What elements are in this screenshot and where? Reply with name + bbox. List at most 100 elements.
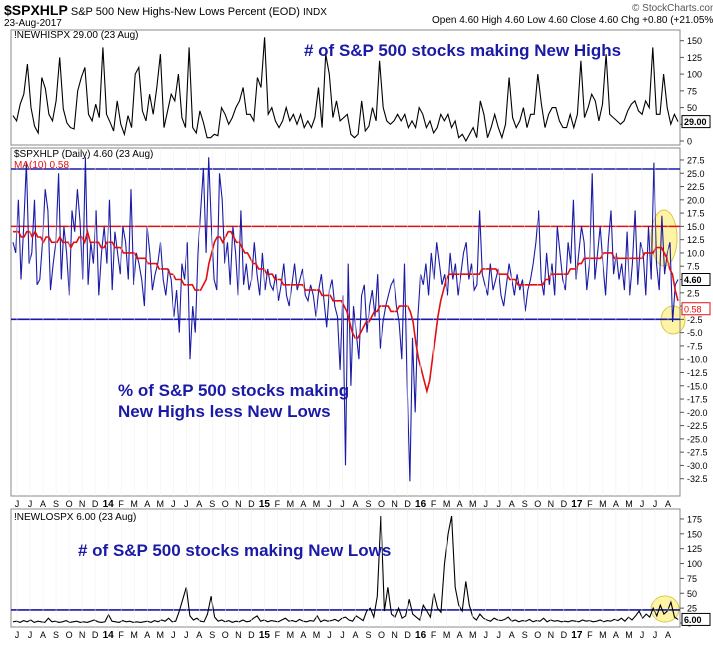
exchange-label: INDX: [303, 7, 327, 18]
x-tick-label: A: [457, 499, 463, 509]
x-tick-label: A: [665, 499, 671, 509]
y-tick-label: -12.5: [687, 368, 708, 378]
x-tick-label: M: [130, 630, 138, 640]
x-tick-label: M: [313, 499, 321, 509]
x-tick-label: F: [431, 630, 437, 640]
x-tick-label: M: [287, 630, 295, 640]
x-tick-label: O: [222, 630, 229, 640]
x-tick-label: D: [248, 499, 255, 509]
new-highs-annotation: # of S&P 500 stocks making New Highs: [304, 41, 622, 60]
y-tick-label: 20.0: [687, 195, 705, 205]
x-tick-label: J: [653, 630, 658, 640]
x-tick-label: D: [404, 630, 411, 640]
panel-frame-bottom: [10, 508, 681, 628]
y-tick-label: 125: [687, 53, 702, 63]
x-tick-label: J: [340, 630, 345, 640]
x-tick-label: F: [118, 630, 124, 640]
x-tick-label: J: [184, 630, 189, 640]
x-tick-label: A: [40, 630, 46, 640]
y-tick-label: 150: [687, 36, 702, 46]
x-tick-label: J: [640, 630, 645, 640]
x-tick-label: 16: [415, 499, 427, 510]
y-tick-label: 0: [687, 137, 692, 147]
x-tick-label: M: [156, 630, 164, 640]
y-tick-label: -27.5: [687, 448, 708, 458]
ma-value-box: [681, 302, 711, 316]
y-tick-label: -20.0: [687, 408, 708, 418]
last-value-box: [681, 612, 711, 626]
y-tick-label: 50: [687, 103, 697, 113]
x-tick-label: A: [509, 630, 515, 640]
x-tick-label: J: [340, 499, 345, 509]
x-tick-label: O: [66, 499, 73, 509]
panel-middle: 27.525.022.520.017.515.012.510.07.55.02.…: [10, 147, 711, 510]
x-tick-label: A: [144, 499, 150, 509]
y-tick-label: -17.5: [687, 395, 708, 405]
y-tick-label: 15.0: [687, 222, 705, 232]
x-tick-label: J: [327, 630, 332, 640]
y-tick-label: -5.0: [687, 328, 703, 338]
x-tick-label: 15: [259, 630, 271, 641]
top-panel-label: !NEWHISPX 29.00 (23 Aug): [14, 30, 139, 41]
y-tick-label: 25.0: [687, 169, 705, 179]
x-tick-label: A: [300, 499, 306, 509]
x-tick-label: A: [613, 630, 619, 640]
x-tick-label: F: [587, 630, 593, 640]
x-tick-label: M: [599, 630, 607, 640]
x-tick-label: D: [561, 499, 568, 509]
y-tick-label: 17.5: [687, 209, 705, 219]
x-tick-label: J: [653, 499, 658, 509]
x-tick-label: N: [391, 630, 398, 640]
x-tick-label: J: [640, 499, 645, 509]
x-tick-label: A: [665, 630, 671, 640]
quote-label: Open 4.60 High 4.60 Low 4.60 Close 4.60 …: [432, 15, 713, 26]
x-tick-label: 17: [571, 499, 583, 510]
y-tick-label: -10.0: [687, 355, 708, 365]
y-tick-label: 2.5: [687, 288, 700, 298]
series-line-bottom: [12, 515, 679, 624]
chart-panels: 0 25 50 75 100 125 150 29.00 27.5 25.0 22.5 20.0 17.…: [10, 29, 711, 641]
x-tick-label: S: [366, 499, 372, 509]
x-tick-label: M: [313, 630, 321, 640]
last-value-box: [681, 115, 711, 129]
y-tick-label: 25: [687, 604, 697, 614]
x-tick-label: S: [366, 630, 372, 640]
x-tick-label: F: [431, 499, 437, 509]
x-tick-label: M: [469, 499, 477, 509]
x-tick-label: N: [548, 630, 555, 640]
y-tick-label: 75: [687, 574, 697, 584]
y-tick-label: -32.5: [687, 474, 708, 484]
x-tick-label: J: [496, 630, 501, 640]
y-tick-label: 10.0: [687, 248, 705, 258]
y-tick-label: 12.5: [687, 235, 705, 245]
y-tick-label: 22.5: [687, 182, 705, 192]
x-tick-label: O: [222, 499, 229, 509]
x-tick-label: N: [391, 499, 398, 509]
last-value-box: [681, 273, 711, 286]
highlight-circle: [650, 595, 680, 623]
x-tick-label: S: [522, 630, 528, 640]
x-tick-label: N: [79, 499, 86, 509]
x-tick-label: J: [483, 499, 488, 509]
x-tick-label: A: [457, 630, 463, 640]
x-tick-label: S: [522, 499, 528, 509]
chart-header: $SPXHLP S&P 500 New Highs-New Lows Perce…: [4, 2, 327, 18]
x-tick-label: N: [235, 499, 242, 509]
series-line-top: [12, 37, 679, 143]
panel-bottom: 02550751001251501756.00JJASOND14FMAMJJAS…: [10, 508, 711, 641]
x-tick-label: M: [443, 499, 451, 509]
x-tick-label: F: [118, 499, 124, 509]
last-value-label: 6.00: [684, 615, 702, 625]
x-tick-label: O: [378, 630, 385, 640]
x-tick-label: N: [548, 499, 555, 509]
x-tick-label: J: [327, 499, 332, 509]
x-tick-label: M: [156, 499, 164, 509]
y-tick-label: 50: [687, 589, 697, 599]
x-tick-label: M: [625, 630, 633, 640]
panel-background: [11, 509, 680, 627]
x-tick-label: M: [469, 630, 477, 640]
x-tick-label: D: [92, 499, 99, 509]
x-tick-label: D: [248, 630, 255, 640]
x-tick-label: O: [66, 630, 73, 640]
